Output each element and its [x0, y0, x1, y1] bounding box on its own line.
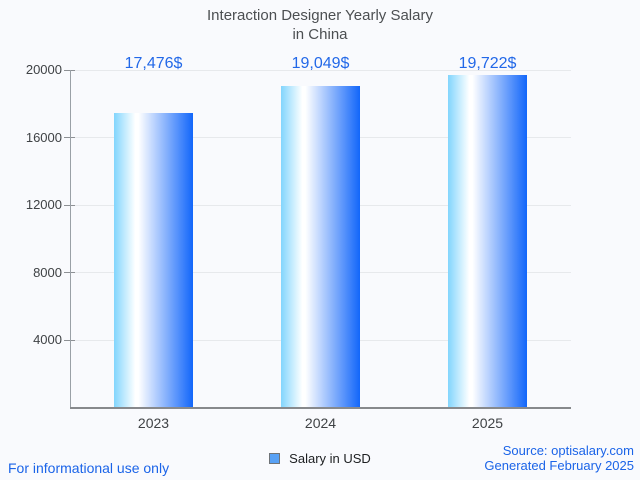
legend-label[interactable]: Salary in USD: [289, 451, 371, 466]
source-link[interactable]: Source: optisalary.com: [502, 443, 634, 458]
y-axis-tick: [64, 69, 75, 71]
y-axis-tick: [64, 339, 75, 341]
x-tick-label: 2024: [304, 415, 337, 431]
gridline: [70, 69, 571, 71]
y-axis-line: [70, 70, 71, 408]
y-tick-label: 16000: [25, 129, 62, 145]
bar[interactable]: [114, 112, 193, 407]
y-tick-label: 12000: [25, 197, 62, 213]
bar-value-label: 19,722$: [458, 55, 517, 72]
x-tick-label: 2025: [471, 415, 504, 431]
legend-marker-icon[interactable]: [269, 453, 281, 464]
disclaimer-text: For informational use only: [8, 460, 170, 476]
source-block: Source: optisalary.com Generated Februar…: [484, 443, 634, 473]
y-axis-tick: [64, 204, 75, 206]
bar-value-label: 19,049$: [291, 55, 350, 72]
chart-title-line1: Interaction Designer Yearly Salary: [207, 7, 433, 24]
bar[interactable]: [448, 74, 527, 407]
x-axis-line: [70, 407, 571, 409]
y-axis-tick: [64, 272, 75, 274]
generated-date: Generated February 2025: [484, 458, 634, 473]
x-tick-label: 2023: [137, 415, 170, 431]
legend: Salary in USD: [0, 451, 640, 467]
y-axis-tick: [64, 137, 75, 139]
y-tick-label: 8000: [33, 264, 62, 280]
bar-value-label: 17,476$: [124, 55, 183, 72]
y-tick-label: 4000: [33, 332, 62, 348]
chart-title-line2: in China: [292, 26, 348, 43]
chart-title: Interaction Designer Yearly Salary in Ch…: [0, 6, 640, 44]
y-tick-label: 20000: [25, 62, 62, 77]
bar[interactable]: [281, 86, 360, 407]
